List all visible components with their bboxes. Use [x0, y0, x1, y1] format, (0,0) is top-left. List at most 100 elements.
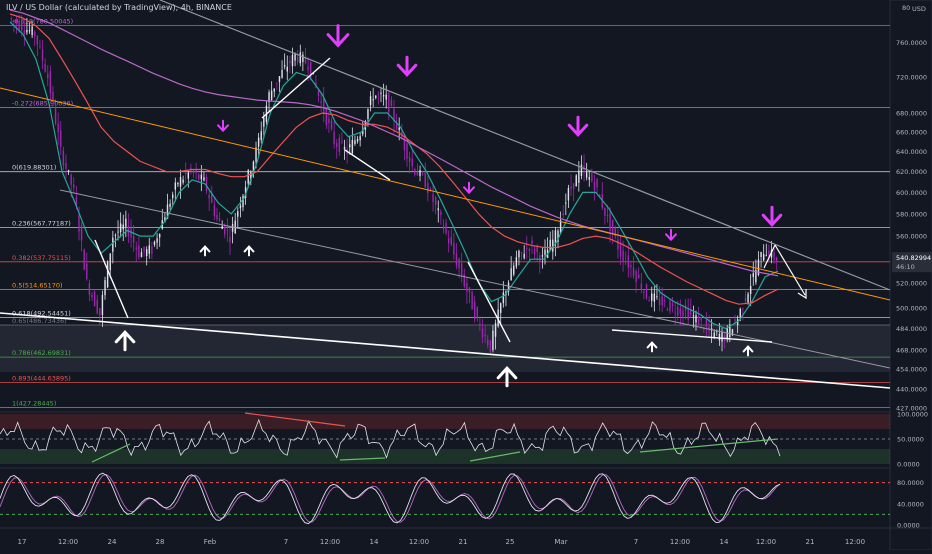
support-trendline: [0, 312, 891, 389]
candle-body: [572, 183, 575, 190]
candle-body: [322, 98, 325, 114]
fib-level-label: 0.786(462.69831): [12, 349, 71, 357]
moving-average-line: [9, 13, 779, 305]
candle-body: [36, 36, 39, 45]
candle-body: [109, 253, 111, 271]
candle-body: [653, 293, 656, 302]
candle-body: [101, 294, 104, 315]
candle-body: [606, 214, 609, 216]
candle-body: [138, 245, 140, 258]
candle-body: [460, 263, 463, 278]
buy-arrow: [742, 345, 754, 357]
rsi-divergence-line: [244, 412, 346, 427]
candle-body: [224, 224, 226, 235]
price-axis-tick: 500.0000: [896, 304, 927, 312]
candle-body: [755, 269, 757, 283]
candle-body: [531, 240, 533, 244]
candle-body: [528, 248, 531, 251]
candle-body: [263, 117, 265, 127]
candle-body: [674, 312, 676, 314]
candle-body: [455, 253, 458, 266]
candle-body: [481, 328, 484, 337]
candle-body: [544, 249, 546, 255]
rsi-overbought-zone: [0, 414, 890, 429]
candle-body: [78, 215, 80, 232]
candle-body: [325, 108, 328, 125]
candle-body: [239, 205, 242, 209]
buy-arrow: [243, 245, 255, 257]
candle-body: [398, 127, 400, 131]
candle-body: [627, 255, 630, 268]
candle-body: [635, 271, 637, 283]
candle-body: [289, 60, 291, 64]
candle-body: [336, 143, 338, 147]
rsi-line: [0, 418, 781, 459]
orange-trendline: [0, 87, 891, 301]
candle-body: [695, 315, 697, 323]
candle-body: [10, 18, 13, 20]
candle-body: [731, 329, 734, 336]
candle-body: [192, 170, 195, 173]
candle-body: [666, 309, 669, 311]
candle-body: [304, 58, 307, 64]
rsi-divergence-line: [339, 457, 386, 461]
candle-body: [372, 99, 374, 101]
candle-body: [117, 231, 119, 233]
candle-body: [562, 213, 564, 216]
target-arrow: [797, 289, 807, 300]
candle-body: [502, 292, 505, 304]
candle-body: [565, 202, 567, 204]
candle-body: [669, 300, 671, 312]
candle-body: [125, 218, 127, 227]
candle-body: [268, 92, 270, 103]
candle-body: [104, 280, 106, 296]
candle-body: [643, 291, 645, 293]
fib-level-label: 0(619.88301): [12, 164, 56, 172]
candle-body: [54, 108, 57, 124]
candle-body: [93, 291, 96, 307]
candle-body: [382, 95, 385, 97]
candle-body: [640, 283, 643, 290]
candle-body: [598, 195, 601, 197]
channel-trendline: [59, 189, 891, 369]
sell-arrow: [665, 228, 677, 242]
candle-body: [143, 246, 145, 252]
candle-body: [242, 195, 244, 208]
candle-body: [705, 319, 708, 327]
candle-body: [166, 204, 169, 219]
candle-body: [255, 147, 257, 162]
candle-body: [388, 93, 390, 112]
candle-body: [52, 91, 54, 102]
candle-body: [700, 317, 702, 321]
candle-body: [75, 197, 78, 206]
candle-body: [145, 249, 148, 256]
time-axis-label: 21: [806, 538, 815, 546]
rsi-divergence-line: [469, 451, 521, 462]
candle-body: [299, 52, 301, 64]
candle-body: [408, 157, 411, 162]
candle-body: [39, 45, 41, 47]
sell-arrow: [567, 115, 589, 138]
candle-body: [559, 220, 562, 234]
stoch-axis-tick: 40.0000: [897, 500, 924, 508]
candle-body: [62, 150, 65, 166]
time-axis-label: 28: [156, 538, 165, 546]
candle-body: [122, 224, 124, 230]
buy-arrow: [496, 365, 518, 388]
candle-body: [611, 219, 614, 234]
candle-body: [471, 291, 473, 310]
stoch-k-line: [0, 472, 781, 525]
candle-body: [450, 237, 452, 245]
candle-body: [575, 175, 577, 187]
candle-body: [229, 236, 231, 243]
candle-body: [773, 252, 775, 260]
candle-body: [526, 247, 528, 249]
candle-body: [153, 241, 156, 245]
candle-body: [171, 194, 174, 198]
candle-body: [88, 283, 91, 295]
candle-body: [721, 331, 723, 342]
candle-body: [349, 144, 351, 148]
candle-body: [411, 158, 413, 167]
